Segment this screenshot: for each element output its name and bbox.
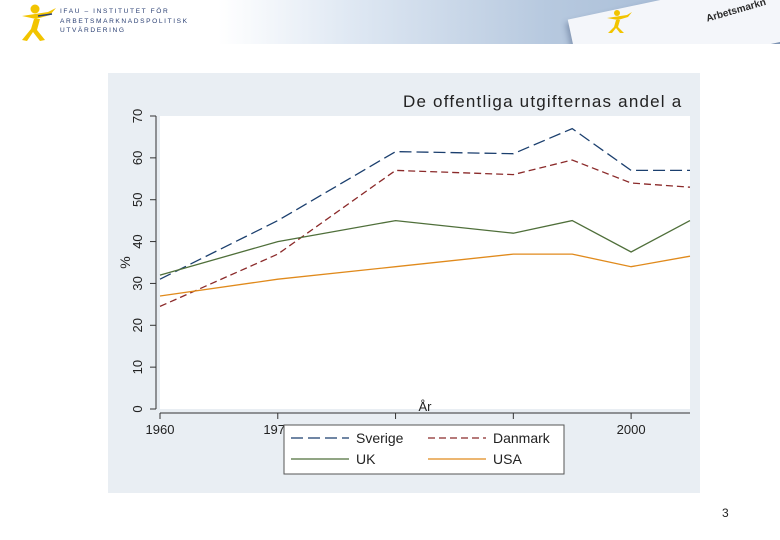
page-number: 3 [722, 506, 729, 520]
y-tick-label: 10 [130, 360, 145, 374]
line-chart: De offentliga utgifternas andel a 0 10 20 30… [117, 92, 691, 475]
ifau-logo-icon [22, 4, 56, 41]
legend-label-sverige: Sverige [356, 430, 404, 446]
header-banner: IFAU – INSTITUTET FÖR ARBETSMARKNADSPOLI… [0, 0, 780, 44]
cover-logo-icon [607, 10, 632, 33]
legend-label-usa: USA [493, 451, 522, 467]
y-tick-label: 40 [130, 234, 145, 248]
x-tick-label: 1960 [146, 422, 175, 437]
series-line-sverige [159, 127, 690, 280]
plot-area [160, 116, 690, 409]
series-line-uk [159, 219, 691, 276]
x-axis-label: År [419, 399, 433, 414]
series-line-danmark [159, 159, 691, 307]
legend-label-uk: UK [356, 451, 376, 467]
y-tick-label: 50 [130, 192, 145, 206]
y-tick-label: 0 [130, 405, 145, 412]
series-line-usa [159, 253, 691, 297]
y-tick-label: 60 [130, 151, 145, 165]
y-tick-label: 30 [130, 276, 145, 290]
y-tick-label: 70 [130, 109, 145, 123]
y-axis-label: % [117, 256, 133, 268]
org-line: IFAU – INSTITUTET FÖR [60, 8, 170, 15]
chart-title: De offentliga utgifternas andel a [403, 92, 682, 111]
org-line: ARBETSMARKNADSPOLITISK [60, 17, 189, 25]
org-line: UTVÄRDERING [60, 27, 126, 34]
legend-label-danmark: Danmark [493, 430, 551, 446]
chart-panel: De offentliga utgifternas andel a 0 10 20 30… [108, 73, 700, 493]
y-tick-label: 20 [130, 318, 145, 332]
legend-box [283, 424, 565, 475]
x-tick-label: 2000 [617, 422, 646, 437]
organization-name: IFAU – INSTITUTET FÖR ARBETSMARKNADSPOLI… [60, 7, 189, 36]
